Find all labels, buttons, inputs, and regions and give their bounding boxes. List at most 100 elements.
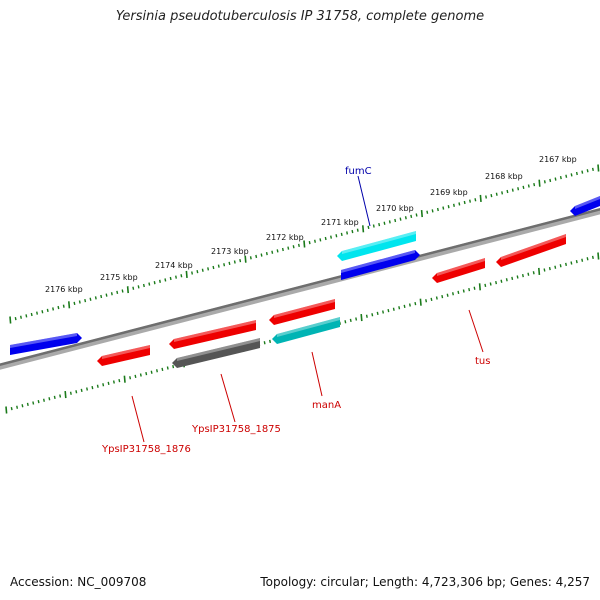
outer-tick [479,194,482,202]
scale-label: 2168 kbp [485,172,523,181]
scale-label: 2175 kbp [100,273,138,282]
inner-tick [527,272,530,276]
gene-label: fumC [345,166,372,177]
outer-tick [319,238,322,242]
outer-tick [469,199,471,203]
outer-tick [201,268,204,272]
outer-tick [255,254,258,259]
outer-tick [533,182,536,187]
outer-tick [372,224,375,228]
inner-tick [75,390,78,394]
outer-tick [597,164,600,172]
inner-tick [435,296,438,300]
outer-tick [41,310,44,314]
outer-tick [260,253,263,257]
outer-tick [239,258,242,263]
inner-tick [172,364,175,369]
inner-tick [570,261,573,265]
outer-tick-ring [9,164,600,324]
inner-tick [64,391,67,399]
outer-tick [314,239,316,243]
outer-tick [20,315,22,319]
outer-tick [196,269,199,274]
outer-tick [281,247,284,252]
inner-tick [123,375,126,383]
leader-line [131,395,145,443]
inner-tick [32,401,35,405]
scale-labels: 2176 kbp 2175 kbp 2174 kbp 2173 kbp 2172 kbp… [45,155,577,294]
inner-tick [457,290,460,295]
outer-tick [126,286,129,294]
inner-tick [597,252,600,260]
outer-tick [105,293,108,297]
inner-tick [69,391,72,395]
gene-ypsip31758-1876 [97,345,150,366]
inner-tick [53,395,56,400]
outer-tick [30,312,33,317]
gene-labels: fumC tus manA YpsIP31758_1875YpsIP31758_187… [101,166,490,455]
inner-tick [102,383,105,387]
inner-tick [500,279,503,283]
inner-tick [554,265,557,269]
leader-line [468,309,484,353]
outer-tick [383,221,386,225]
outer-tick [164,278,167,282]
outer-tick [575,171,578,176]
inner-tick [586,257,589,261]
outer-tick [581,170,584,174]
gene-blue-right [570,196,600,216]
outer-tick [522,185,525,189]
outer-tick [485,195,488,199]
inner-tick [468,287,471,292]
outer-tick [527,184,530,188]
outer-tick [410,214,413,219]
gene-label: manA [312,400,341,411]
inner-tick [441,294,444,299]
outer-tick [543,180,546,184]
outer-tick [297,243,300,248]
inner-tick [521,273,524,278]
inner-tick [161,367,164,372]
outer-tick [436,207,439,212]
outer-tick [207,267,210,271]
outer-tick [84,299,87,303]
leader-line [357,175,371,227]
inner-tick [559,264,562,268]
outer-tick [501,191,504,195]
inner-tick [371,313,374,317]
outer-tick [116,290,119,295]
inner-tick [344,320,347,324]
outer-tick [276,249,279,253]
outer-tick [394,218,397,223]
gene-red-manA-upper [269,299,335,325]
label-leaders [131,175,484,443]
outer-tick [73,301,76,306]
inner-tick [365,314,368,318]
gene-red-mid [169,320,256,349]
inner-tick [59,394,62,398]
outer-tick [415,213,418,217]
outer-tick [517,187,520,191]
inner-tick [581,258,584,262]
inner-tick [80,388,83,393]
outer-tick [57,305,60,310]
outer-tick [137,285,140,289]
inner-tick [134,374,137,379]
inner-tick [139,373,142,377]
inner-tick [16,405,19,409]
gene-blue-left [10,333,82,355]
outer-tick [153,281,156,285]
outer-tick [233,260,236,264]
outer-tick [180,274,183,278]
gene-manA [272,317,340,344]
outer-tick [121,289,124,293]
inner-tick [5,406,8,414]
inner-tick [446,293,449,297]
outer-tick [511,188,514,192]
outer-tick [132,286,135,290]
gene-label: YpsIP31758_1875 [191,424,281,435]
outer-tick [404,216,407,220]
inner-tick [26,402,29,407]
inner-tick [37,399,40,404]
inner-tick [398,306,401,310]
